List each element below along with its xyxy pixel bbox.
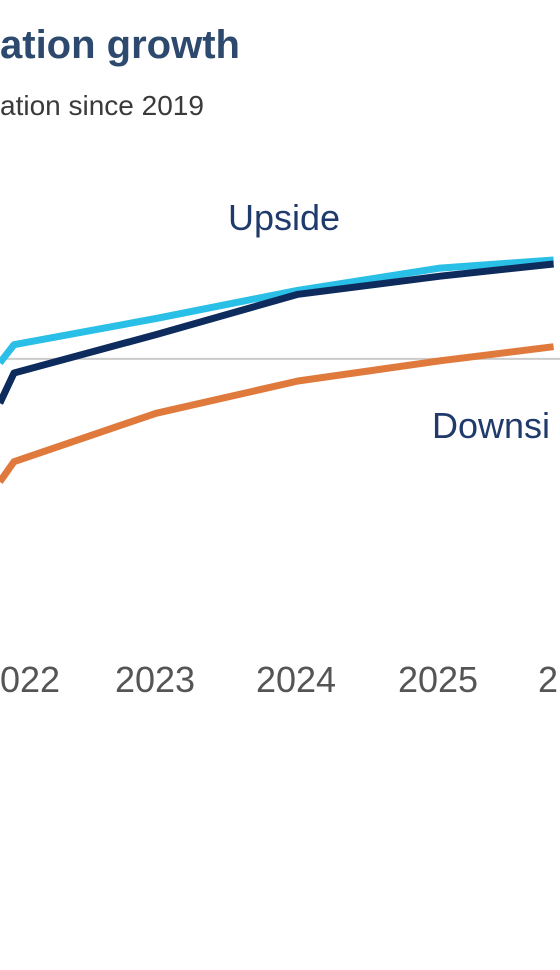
series-label-upside: Upside [228, 197, 340, 238]
x-tick-label: 2024 [256, 659, 336, 700]
x-tick-label: 2023 [115, 659, 195, 700]
x-tick-label: 2025 [398, 659, 478, 700]
chart-subtitle: ation since 2019 [0, 90, 204, 121]
series-line-1 [0, 260, 554, 405]
series-line-0 [0, 256, 554, 366]
chart-title: ation growth [0, 23, 240, 67]
series-layer [0, 256, 555, 484]
x-axis-ticks: 022 2023 2024 2025 2 [0, 659, 558, 700]
x-tick-label: 022 [0, 659, 60, 700]
series-line-2 [0, 343, 555, 484]
x-tick-label: 2 [538, 659, 558, 700]
series-label-downside: Downsi [432, 405, 550, 446]
